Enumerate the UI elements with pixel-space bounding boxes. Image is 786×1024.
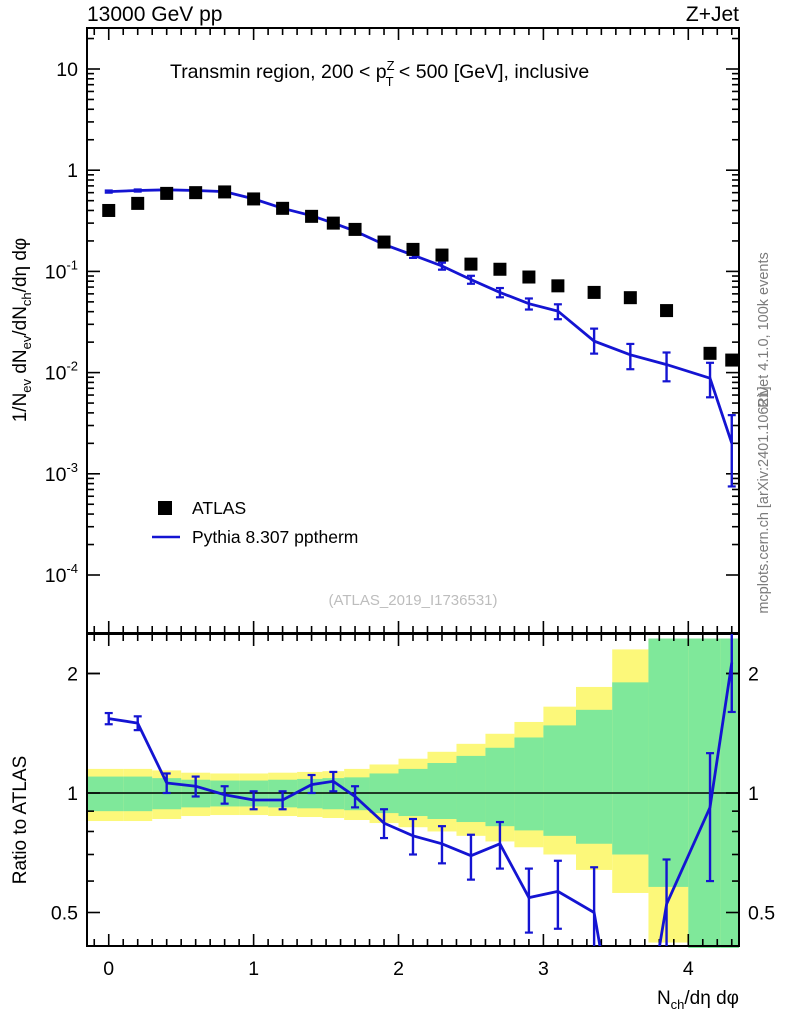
inner-band-segment <box>514 737 544 831</box>
ratio-y-tick-labels: 2 2 1 1 0.5 0.5 <box>51 664 775 925</box>
atlas-marker <box>102 203 116 217</box>
atlas-marker <box>247 192 261 206</box>
inner-band-segment <box>485 747 515 827</box>
ratio-y-tick-left-0: 2 <box>67 664 78 686</box>
atlas-marker <box>464 257 478 271</box>
title-post: < 500 [GeV], inclusive <box>394 61 590 83</box>
ratio-axis-ticks <box>87 634 739 946</box>
main-y-tick-0: 10 <box>56 59 78 81</box>
atlas-marker <box>406 242 420 256</box>
legend-marker-atlas <box>158 501 172 515</box>
atlas-marker <box>326 216 340 230</box>
ratio-y-tick-right-0: 2 <box>748 664 759 686</box>
inner-band-segment <box>648 638 689 887</box>
atlas-marker <box>276 201 290 215</box>
atlas-marker <box>377 235 391 249</box>
atlas-marker <box>725 353 739 367</box>
inner-band-segment <box>456 755 486 823</box>
inner-band-segment <box>576 709 613 844</box>
atlas-marker <box>189 186 203 200</box>
main-y-tick-5: 10-4 <box>45 561 78 587</box>
x-tick-0: 0 <box>103 958 114 980</box>
header-right: Z+Jet <box>686 3 739 26</box>
title-pre: Transmin region, 200 < p <box>170 61 387 83</box>
ratio-y-tick-left-1: 1 <box>67 783 78 805</box>
main-panel: Transmin region, 200 < pZ T < 500 [GeV], … <box>10 27 740 634</box>
header-left: 13000 GeV pp <box>87 3 222 26</box>
ratio-panel: Ratio to ATLAS 2 2 1 1 0.5 0.5 0 1 2 3 4 Nch/dη d… <box>10 633 775 1012</box>
ratio-y-axis-label: Ratio to ATLAS <box>10 756 31 885</box>
rivet-version-label: Rivet 4.1.0, 100k events <box>756 252 772 408</box>
mcplots-reference-label: mcplots.cern.ch [arXiv:2401.10621] <box>756 386 772 613</box>
x-tick-1: 1 <box>248 958 259 980</box>
mc-polyline <box>108 188 734 444</box>
atlas-marker <box>131 196 145 210</box>
main-axis-ticks <box>87 28 739 633</box>
inner-band-segment <box>87 776 124 812</box>
atlas-points-main <box>102 185 739 367</box>
main-y-axis-label: 1/Nev dNev/dNch/dη dφ <box>10 238 34 423</box>
svg-text:Transmin region, 200 < pZT < 5: Transmin region, 200 < pZ T < 500 [GeV], … <box>170 58 589 89</box>
analysis-id-watermark: (ATLAS_2019_I1736531) <box>328 592 497 609</box>
atlas-marker <box>587 285 601 299</box>
main-y-tick-4: 10-3 <box>45 460 78 486</box>
legend-label-atlas: ATLAS <box>192 498 246 518</box>
atlas-marker <box>660 304 674 318</box>
legend-label-pythia: Pythia 8.307 pptherm <box>192 527 358 547</box>
inner-band-segment <box>612 682 649 855</box>
ratio-y-tick-right-1: 1 <box>748 783 759 805</box>
main-y-tick-3: 10-2 <box>45 359 78 385</box>
x-tick-2: 2 <box>393 958 404 980</box>
inner-band-segment <box>543 725 576 836</box>
inner-band-segment <box>427 763 457 820</box>
main-plot-title: Transmin region, 200 < pZ T < 500 [GeV], … <box>170 58 589 89</box>
inner-band-segment <box>123 776 153 812</box>
atlas-marker <box>551 279 565 293</box>
atlas-marker <box>493 262 507 276</box>
atlas-marker <box>623 291 637 305</box>
x-tick-3: 3 <box>538 958 549 980</box>
atlas-marker <box>218 185 232 199</box>
x-axis-label: Nch/dη dφ <box>657 988 739 1012</box>
ratio-y-tick-left-2: 0.5 <box>51 903 78 925</box>
title-sup: Z <box>387 58 395 73</box>
atlas-marker <box>435 248 449 262</box>
title-sub: T <box>386 74 394 89</box>
ratio-mc-curve <box>104 634 736 946</box>
atlas-marker <box>348 222 362 236</box>
x-tick-labels: 0 1 2 3 4 <box>103 958 694 980</box>
atlas-marker <box>305 209 319 223</box>
atlas-marker <box>522 270 536 284</box>
ratio-polyline <box>108 662 734 946</box>
x-tick-4: 4 <box>683 958 694 980</box>
ratio-y-tick-right-2: 0.5 <box>748 903 775 925</box>
main-y-tick-2: 10-1 <box>45 257 78 283</box>
main-y-tick-labels: 10 1 10-1 10-2 10-3 10-4 <box>45 59 78 587</box>
main-y-tick-1: 1 <box>67 160 78 182</box>
legend: ATLAS Pythia 8.307 pptherm <box>152 498 358 547</box>
atlas-marker <box>703 346 717 360</box>
atlas-marker <box>160 186 174 200</box>
